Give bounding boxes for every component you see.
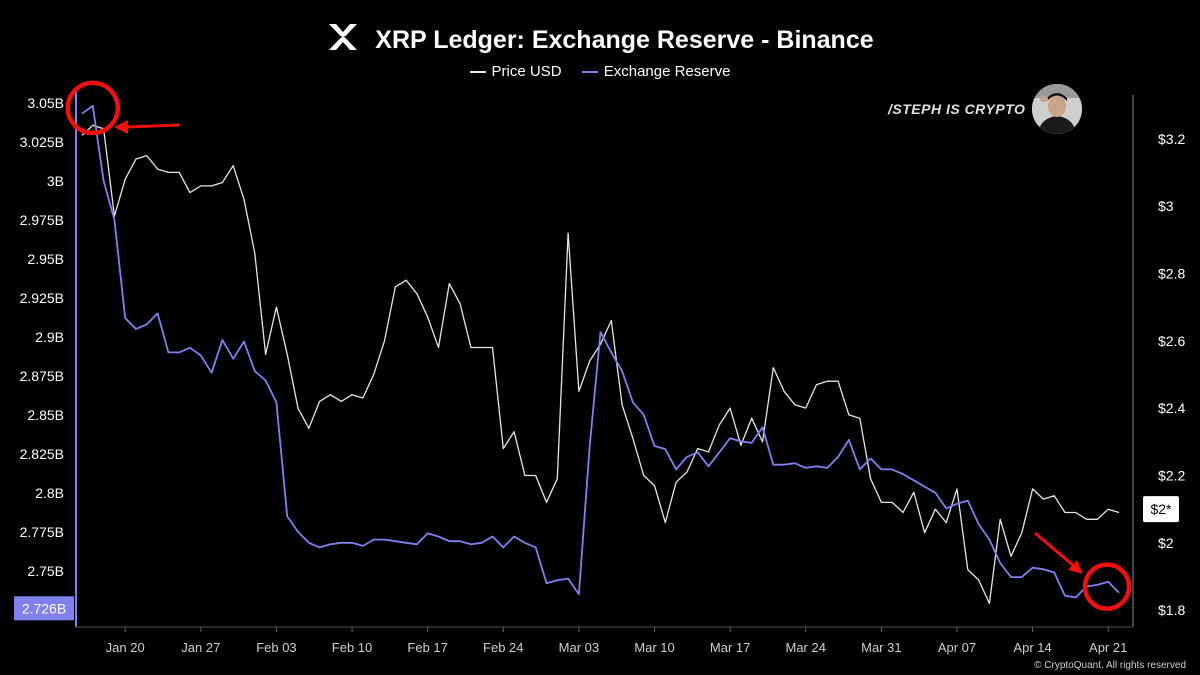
legend-label-reserve: Exchange Reserve — [603, 63, 731, 80]
x-axis-tick-label: Mar 10 — [634, 640, 674, 655]
left-axis-tick-label: 2.75B — [27, 563, 64, 579]
xrp-logo-icon — [326, 22, 360, 59]
left-axis-tick-label: 2.8B — [35, 485, 64, 501]
annotation-arrow-start-shaft — [125, 123, 181, 129]
x-axis-tick-label: Mar 24 — [786, 640, 826, 655]
annotation-arrow-end-head — [1068, 560, 1083, 574]
x-axis-tick-label: Jan 20 — [106, 640, 145, 655]
left-axis-tick-label: 3.025B — [20, 134, 64, 150]
current-price-badge-label: $2* — [1150, 501, 1172, 517]
left-axis-tick-label: 2.925B — [20, 290, 64, 306]
left-axis-tick-label: 2.9B — [35, 329, 64, 345]
current-price-badge — [1143, 496, 1179, 523]
right-axis-tick-label: $1.8 — [1158, 602, 1185, 618]
chart-title-row: XRP Ledger: Exchange Reserve - Binance — [0, 22, 1200, 59]
legend: Price USD Exchange Reserve — [0, 63, 1200, 80]
right-axis-tick-label: $3.2 — [1158, 131, 1185, 147]
x-axis-tick-label: Mar 17 — [710, 640, 750, 655]
left-axis-tick-label: 2.85B — [27, 407, 64, 423]
right-axis-tick-label: $2.4 — [1158, 400, 1185, 416]
legend-swatch-price — [469, 71, 486, 74]
legend-swatch-reserve — [581, 71, 598, 74]
chart-title: XRP Ledger: Exchange Reserve - Binance — [375, 26, 874, 54]
x-axis-tick-label: Mar 03 — [559, 640, 599, 655]
right-axis-tick-label: $2.2 — [1158, 467, 1185, 483]
legend-item-price[interactable]: Price USD — [469, 63, 562, 80]
brand-text: /STEPH IS CRYPTO — [888, 101, 1026, 117]
right-axis-tick-label: $3 — [1158, 198, 1174, 214]
annotation-circle-start — [65, 80, 121, 136]
right-axis-tick-label: $2 — [1158, 535, 1174, 551]
x-axis-tick-label: Feb 17 — [407, 640, 447, 655]
watermark: © CryptoQuant. All rights reserved — [1034, 660, 1186, 671]
annotation-arrow-start-head — [114, 120, 128, 134]
legend-label-price: Price USD — [491, 63, 562, 80]
left-axis-tick-label: 2.825B — [20, 446, 64, 462]
x-axis-tick-label: Feb 10 — [332, 640, 372, 655]
left-axis-tick-label: 3B — [47, 173, 64, 189]
legend-item-reserve[interactable]: Exchange Reserve — [581, 63, 731, 80]
x-axis-tick-label: Apr 14 — [1013, 640, 1051, 655]
x-axis-tick-label: Feb 03 — [256, 640, 296, 655]
series-line-exchange-reserve — [81, 105, 1120, 599]
left-axis-tick-label: 2.775B — [20, 524, 64, 540]
current-reserve-badge — [14, 596, 74, 621]
x-axis-tick-label: Feb 24 — [483, 640, 523, 655]
left-axis-tick-label: 2.975B — [20, 212, 64, 228]
annotation-arrow-end-shaft — [1034, 531, 1075, 568]
series-line-price-usd — [81, 124, 1120, 605]
right-axis-tick-label: $2.6 — [1158, 333, 1185, 349]
right-axis-tick-label: $2.8 — [1158, 265, 1185, 281]
x-axis-tick-label: Apr 21 — [1089, 640, 1127, 655]
avatar — [1032, 84, 1082, 134]
left-axis-tick-label: 2.875B — [20, 368, 64, 384]
x-axis-tick-label: Apr 07 — [938, 640, 976, 655]
annotation-circle-end — [1082, 562, 1132, 611]
left-axis-tick-label: 3.05B — [27, 95, 64, 111]
left-axis-tick-label: 2.95B — [27, 251, 64, 267]
x-axis-tick-label: Jan 27 — [181, 640, 220, 655]
current-reserve-badge-label: 2.726B — [22, 600, 66, 616]
x-axis-tick-label: Mar 31 — [861, 640, 901, 655]
